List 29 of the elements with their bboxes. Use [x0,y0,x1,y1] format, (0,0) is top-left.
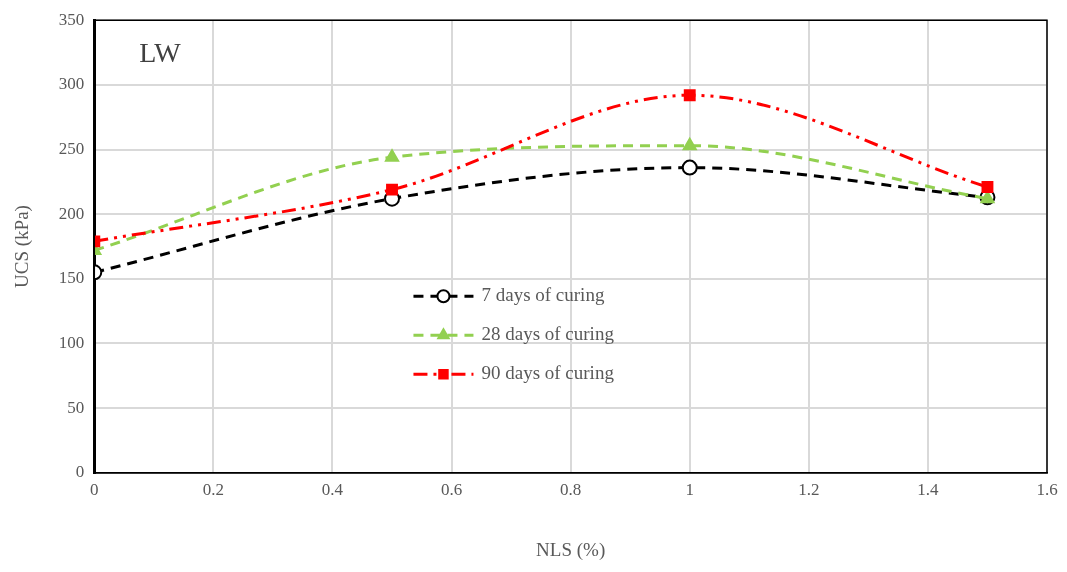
y-tick-label: 50 [67,397,85,417]
annotation: LW [139,36,182,68]
y-tick-label: 200 [58,203,85,223]
y-tick-label: 150 [58,268,85,288]
x-tick-label: 1 [685,480,694,500]
x-tick-label: 0.6 [440,480,463,500]
point [384,149,400,162]
x-tick-label: 0.8 [560,480,582,500]
point [386,183,398,196]
legend-label: 28 days of curing [481,323,615,345]
y-tick-label: 100 [58,332,85,352]
legend-label: 7 days of curing [481,284,605,306]
x-tick-label: 0.4 [321,480,344,500]
y-tick-label: 0 [75,462,85,482]
x-tick-label: 1.4 [917,480,940,500]
point [683,89,696,102]
point [981,181,994,193]
y-tick-label: 250 [58,138,85,158]
legend-label: 90 days of curing [481,362,615,384]
point [681,159,698,176]
y-tick-label: 300 [58,74,85,94]
x-tick-label: 1.2 [798,480,820,500]
x-tick-label: 1.6 [1036,480,1058,500]
y-axis-title: UCS (kPa) [11,205,34,288]
x-tick-label: 0 [90,480,99,500]
x-tick-label: 0.2 [202,480,225,500]
y-tick-label: 350 [58,9,85,29]
x-axis-title: NLS (%) [536,538,606,561]
point [682,137,697,151]
